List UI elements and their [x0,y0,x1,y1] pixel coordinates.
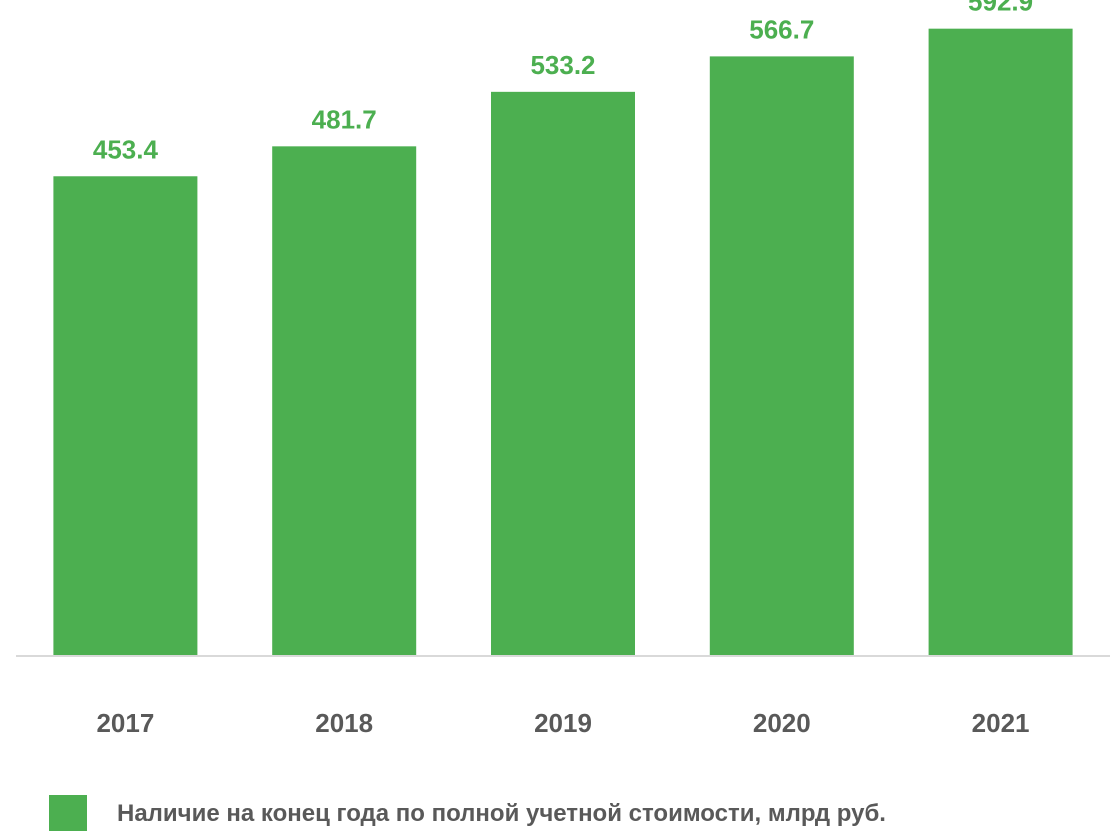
value-label-2020: 566.7 [749,14,814,44]
x-tick-label-2021: 2021 [972,708,1030,738]
value-label-2021: 592.9 [968,0,1033,17]
x-tick-label-2017: 2017 [96,708,154,738]
x-tick-label-2020: 2020 [753,708,811,738]
legend-swatch [49,795,87,831]
bar-2017 [53,176,198,656]
bar-2018 [272,146,417,656]
value-label-2017: 453.4 [93,134,159,164]
bar-2021 [928,28,1073,657]
x-tick-label-2018: 2018 [315,708,373,738]
bar-2019 [491,91,635,657]
legend: Наличие на конец года по полной учетной … [49,795,886,831]
x-tick-label-2019: 2019 [534,708,592,738]
value-label-2019: 533.2 [530,50,595,80]
value-label-2018: 481.7 [312,104,377,134]
bar-2020 [709,56,854,657]
legend-label: Наличие на конец года по полной учетной … [117,800,886,827]
